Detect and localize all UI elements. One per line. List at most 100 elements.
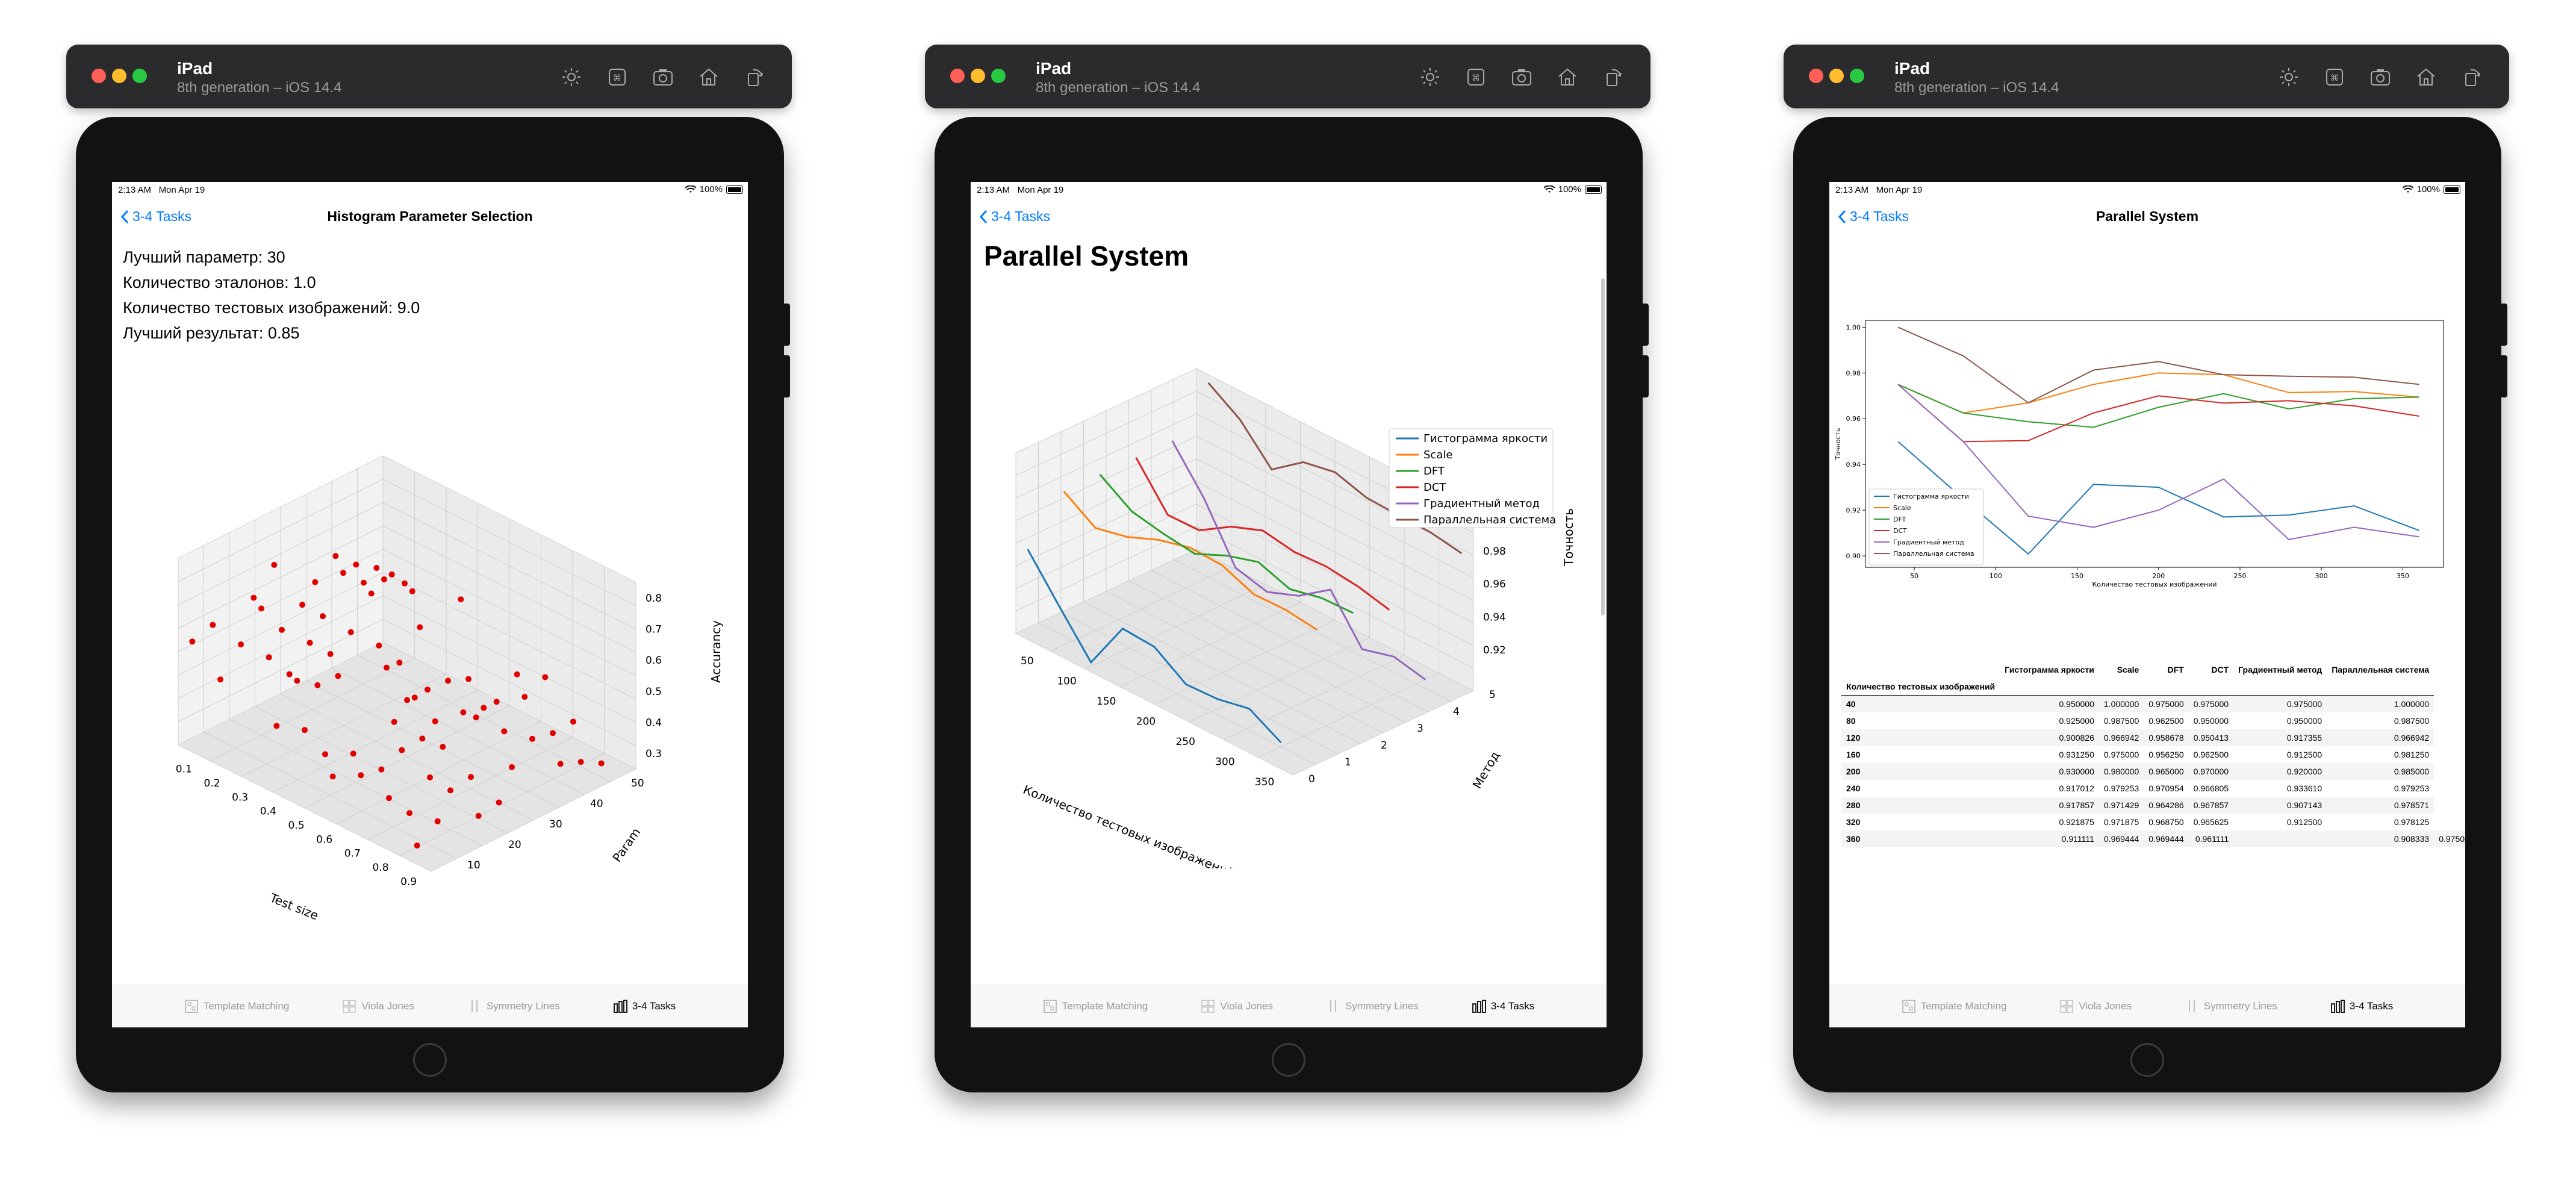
scatter-point [378, 766, 385, 773]
zoom-window-button[interactable] [1850, 69, 1864, 83]
nav-title: Parallel System [2095, 208, 2199, 224]
y-tick-label: 4 [1453, 706, 1460, 718]
home-button[interactable] [1272, 1043, 1305, 1077]
scroll-indicator[interactable] [1601, 278, 1605, 615]
wifi-icon [1543, 185, 1555, 193]
screenshot-icon[interactable] [651, 65, 675, 89]
x-tick-label: 0.3 [232, 791, 248, 803]
close-window-button[interactable] [92, 69, 106, 83]
minimize-window-button[interactable] [971, 69, 985, 83]
column-header: DFT [2167, 665, 2184, 674]
row-index: 160 [1846, 750, 1861, 759]
table-row: 40 0.950000 1.000000 0.975000 0.975000 0.9750… [1841, 695, 2465, 712]
scatter-point [279, 626, 285, 633]
tab-3-4-tasks[interactable]: 3-4 Tasks [2304, 998, 2419, 1014]
legend-label: DFT [1423, 465, 1445, 478]
device-name: iPad [1036, 59, 1072, 78]
shortcut-icon[interactable]: ⌘ [605, 65, 629, 89]
tab-viola-jones[interactable]: Viola Jones [2033, 998, 2158, 1014]
scatter-point [322, 751, 328, 758]
y-tick-label: 5 [1489, 689, 1496, 701]
y-tick-label: 1 [1345, 756, 1351, 768]
home-button[interactable] [413, 1043, 447, 1077]
scatter-point [312, 579, 319, 585]
y-tick-label: 50 [631, 777, 644, 790]
x-tick-label: 50 [1910, 572, 1918, 580]
zoom-window-button[interactable] [991, 69, 1006, 83]
grid-line [1196, 458, 1474, 601]
device-name: iPad [177, 59, 213, 78]
brightness-icon[interactable] [559, 65, 583, 89]
template-matching-icon [1043, 1000, 1057, 1013]
home-icon[interactable] [697, 65, 721, 89]
tab-template-matching[interactable]: Template Matching [1016, 998, 1175, 1014]
grid-line [1223, 655, 1405, 740]
scatter-point [388, 571, 395, 578]
scatter-point [496, 799, 502, 806]
rotate-icon[interactable] [742, 65, 767, 89]
grid-line [382, 525, 636, 653]
tab-3-4-tasks[interactable]: 3-4 Tasks [586, 998, 702, 1014]
close-window-button[interactable] [1809, 69, 1823, 83]
battery-icon [726, 185, 743, 194]
table-cell: 0.980000 [2103, 767, 2139, 776]
table-cell: 0.921875 [2059, 817, 2094, 827]
tab-symmetry-lines[interactable]: Symmetry Lines [1299, 998, 1445, 1014]
back-button[interactable]: 3-4 Tasks [1838, 208, 1909, 225]
scatter-point [386, 795, 392, 802]
tab-viola-jones[interactable]: Viola Jones [316, 998, 441, 1014]
rotate-icon[interactable] [1601, 65, 1625, 89]
status-bar: 2:13 AM Mon Apr 19 100% [112, 182, 748, 195]
row-index: 200 [1846, 767, 1861, 776]
tab-viola-jones[interactable]: Viola Jones [1174, 998, 1299, 1014]
brightness-icon[interactable] [1418, 65, 1442, 89]
home-icon[interactable] [1555, 65, 1579, 89]
x-tick-label: 250 [2233, 572, 2246, 580]
simulator-window-3: iPad 8th generation – iOS 14.4 ⌘ 2:13 AM… [1784, 0, 2512, 1190]
tab-label: 3-4 Tasks [632, 1000, 676, 1012]
grid-line [1015, 436, 1197, 521]
x-axis-label: Количество тестовых изображений [1021, 782, 1237, 868]
grid-line [1258, 673, 1439, 758]
tab-symmetry-lines[interactable]: Symmetry Lines [2158, 998, 2304, 1014]
scatter-point [266, 654, 272, 661]
y-tick-label: 2 [1381, 740, 1387, 752]
minimize-window-button[interactable] [112, 69, 126, 83]
close-window-button[interactable] [950, 69, 965, 83]
home-button[interactable] [2130, 1043, 2164, 1077]
table-cell: 0.975000 [2148, 699, 2184, 709]
tab-label: Template Matching [1920, 1000, 2007, 1012]
scatter-point [570, 718, 576, 725]
y-tick-label: 40 [590, 798, 603, 810]
screenshot-icon[interactable] [1510, 65, 1534, 89]
zoom-window-button[interactable] [132, 69, 147, 83]
back-button[interactable]: 3-4 Tasks [979, 208, 1050, 225]
histogram-3d-scatter-plot: 0.1 0.2 0.3 0.4 0.5 0.6 0.7 0.8 0.9 10 20 30 40 50 0… [176, 455, 723, 923]
tab-3-4-tasks[interactable]: 3-4 Tasks [1445, 998, 1561, 1014]
series-line [1063, 490, 1318, 631]
result-info: Лучший параметр: 30 Количество эталонов:… [123, 245, 420, 346]
tab-symmetry-lines[interactable]: Symmetry Lines [441, 998, 586, 1014]
legend-label: Scale [1893, 504, 1911, 512]
home-icon[interactable] [2414, 65, 2438, 89]
status-date: Mon Apr 19 [1017, 185, 1064, 195]
row-index: 40 [1846, 699, 1856, 709]
shortcut-icon[interactable]: ⌘ [2322, 65, 2347, 89]
x-tick-label: 350 [1255, 776, 1274, 788]
brightness-icon[interactable] [2277, 65, 2301, 89]
shortcut-icon[interactable]: ⌘ [1464, 65, 1488, 89]
x-tick-label: 50 [1021, 655, 1034, 667]
rotate-icon[interactable] [2460, 65, 2484, 89]
scatter-point [361, 579, 367, 586]
battery-percent: 100% [1558, 184, 1581, 195]
tab-template-matching[interactable]: Template Matching [1875, 998, 2033, 1014]
grid-line [306, 681, 559, 808]
screenshot-icon[interactable] [2368, 65, 2392, 89]
minimize-window-button[interactable] [1829, 69, 1844, 83]
table-cell: 0.985000 [2394, 767, 2430, 776]
tab-label: Viola Jones [2079, 1000, 2132, 1012]
tab-template-matching[interactable]: Template Matching [158, 998, 316, 1014]
back-button[interactable]: 3-4 Tasks [120, 208, 191, 225]
z-tick-label: 0.5 [646, 686, 662, 698]
grid-line [382, 549, 636, 676]
